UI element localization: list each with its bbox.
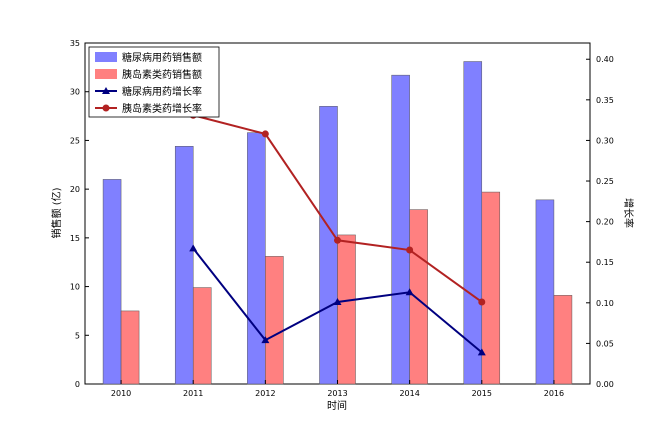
y2-tick-label: 0.20 bbox=[596, 218, 614, 227]
y-axis-title: 销售额 (亿) bbox=[50, 187, 63, 238]
point-1-2013 bbox=[333, 297, 342, 305]
y2-tick-label: 0.40 bbox=[596, 55, 614, 64]
y2-tick-label: 0.05 bbox=[596, 339, 614, 348]
y2-tick-label: 0.10 bbox=[596, 299, 614, 308]
x-tick-label: 2013 bbox=[327, 389, 347, 398]
y-tick-label: 35 bbox=[70, 39, 80, 48]
x-tick-label: 2012 bbox=[255, 389, 275, 398]
point-1-2011 bbox=[189, 244, 198, 252]
bar-1-2015 bbox=[463, 61, 483, 385]
bar-1-2012 bbox=[247, 132, 266, 385]
bar-2-2010 bbox=[120, 310, 140, 385]
bar-2-2013 bbox=[337, 234, 356, 385]
legend-marker-line-1 bbox=[102, 87, 110, 94]
y-tick-label: 0 bbox=[75, 380, 80, 389]
point-2-2012 bbox=[261, 130, 269, 138]
y-tick-label: 10 bbox=[70, 283, 80, 292]
y2-tick-label: 0.35 bbox=[596, 96, 614, 105]
legend-swatch-bar-1 bbox=[95, 52, 117, 62]
x-tick-label: 2010 bbox=[111, 389, 131, 398]
x-tick-label: 2015 bbox=[472, 389, 492, 398]
y2-tick-label: 0.30 bbox=[596, 136, 614, 145]
legend-swatch-bar-2 bbox=[95, 69, 117, 79]
legend-label-line-2: 胰岛素类药增长率 bbox=[122, 102, 202, 115]
y-tick-label: 30 bbox=[70, 88, 80, 97]
bar-2-2014 bbox=[409, 209, 428, 385]
bar-1-2014 bbox=[391, 74, 410, 385]
bar-2-2015 bbox=[481, 191, 501, 385]
x-axis-title: 时间 bbox=[327, 399, 347, 412]
x-tick-label: 2016 bbox=[544, 389, 564, 398]
axes-layer: 2010 2011 2012 2013 2014 2015 2016 0 5 10 15 20 25 30… bbox=[70, 39, 614, 398]
legend-marker-line-2 bbox=[102, 104, 110, 112]
bar-1-2011 bbox=[174, 146, 194, 385]
legend-label-bar-2: 胰岛素类药销售额 bbox=[122, 68, 202, 81]
point-2-2015 bbox=[478, 298, 486, 306]
y-tick-label: 20 bbox=[70, 185, 80, 194]
bar-2-2011 bbox=[192, 287, 212, 385]
bar-2-2012 bbox=[265, 256, 284, 385]
point-1-2012 bbox=[261, 336, 270, 344]
bar-2-2016 bbox=[553, 295, 573, 385]
point-1-2015 bbox=[477, 348, 486, 356]
lines-layer bbox=[189, 111, 486, 356]
bar-1-2010 bbox=[102, 179, 122, 385]
bar-1-2013 bbox=[319, 106, 338, 385]
bar-1-2016 bbox=[535, 199, 555, 385]
y-tick-label: 15 bbox=[70, 234, 80, 243]
point-2-2013 bbox=[334, 236, 341, 244]
point-2-2014 bbox=[406, 246, 414, 254]
legend-label-bar-1: 糖尿病用药销售额 bbox=[122, 51, 202, 64]
y-tick-label: 25 bbox=[70, 136, 80, 145]
x-tick-label: 2011 bbox=[183, 389, 203, 398]
legend-label-line-1: 糖尿病用药增长率 bbox=[122, 85, 202, 98]
y2-tick-label: 0.25 bbox=[596, 177, 614, 186]
y-tick-label: 5 bbox=[75, 331, 80, 340]
y2-tick-label: 0.15 bbox=[596, 258, 614, 267]
legend: 糖尿病用药销售额 胰岛素类药销售额 糖尿病用药增长率 胰岛素类药增长率 bbox=[88, 46, 220, 118]
point-1-2014 bbox=[405, 288, 414, 296]
y2-axis-title: 增长率 bbox=[622, 198, 635, 228]
y2-tick-label: 0.00 bbox=[596, 380, 614, 389]
x-tick-label: 2014 bbox=[399, 389, 419, 398]
